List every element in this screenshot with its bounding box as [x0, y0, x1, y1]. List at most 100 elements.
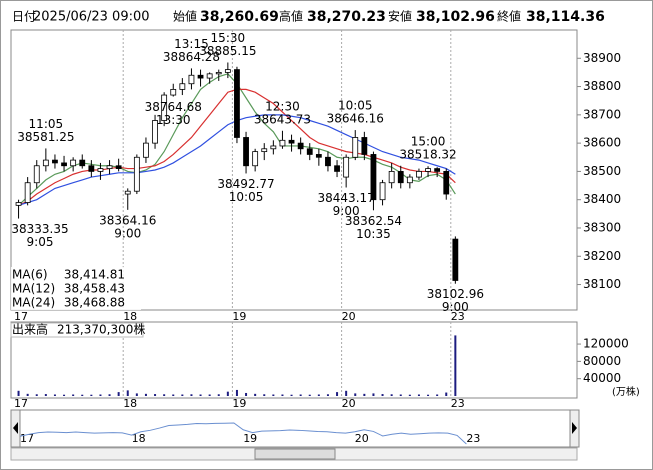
nav-date-label: 20 — [355, 432, 369, 445]
candle-body — [397, 171, 404, 184]
volume-bar — [181, 394, 184, 396]
candle-body — [315, 154, 322, 158]
y-tick-label: 38900 — [583, 51, 621, 65]
candle-body — [33, 165, 40, 184]
annotation-time: 10:05 — [229, 190, 264, 204]
header-value: 38,270.23 — [307, 9, 386, 25]
annotation-time: 10:35 — [356, 227, 391, 241]
volume-bar — [208, 394, 211, 396]
volume-bar — [317, 394, 320, 396]
nav-date-label: 18 — [132, 432, 146, 445]
candle-body — [115, 165, 122, 169]
volume-label: 出来高 — [12, 322, 48, 337]
candle-body — [179, 83, 186, 90]
annotation-value: 38864.28 — [163, 50, 220, 64]
volume-bar — [217, 394, 220, 396]
volume-bar — [126, 390, 129, 396]
candle-body — [279, 139, 286, 147]
volume-bar — [454, 335, 457, 396]
candle-body — [152, 120, 158, 144]
x-tick-label: 23 — [451, 397, 465, 410]
volume-bar — [172, 394, 175, 396]
candle-body — [188, 74, 195, 85]
header-label: 始値 — [173, 9, 197, 24]
volume-label-box — [10, 322, 144, 338]
annotation-value: 38646.16 — [327, 112, 384, 126]
volume-bar — [108, 394, 111, 396]
candle-body — [334, 165, 340, 172]
candle-body — [206, 73, 213, 79]
volume-bar — [199, 394, 202, 396]
volume-bar — [290, 394, 293, 396]
annotation-value: 38764.68 — [145, 100, 202, 114]
candle-body — [434, 168, 441, 172]
candle-body — [24, 182, 31, 203]
candle-body — [343, 156, 350, 178]
scroll-thumb[interactable] — [254, 448, 336, 460]
annotation-value: 38102.96 — [427, 287, 484, 301]
annotation-time: 9:05 — [27, 235, 54, 249]
candle-body — [352, 137, 359, 158]
volume-bar — [72, 394, 75, 396]
candle-body — [243, 137, 249, 167]
annotation-value: 38443.17 — [318, 191, 375, 205]
candle-body — [15, 202, 22, 206]
volume-bar — [390, 394, 393, 396]
x-tick-label: 20 — [342, 310, 356, 323]
candle-body — [133, 156, 140, 192]
volume-bar — [308, 394, 311, 396]
candle-body — [361, 137, 368, 155]
annotation-value: 38364.16 — [99, 213, 156, 227]
nav-line — [19, 422, 467, 445]
nav-left-arrow — [13, 422, 18, 434]
volume-bar — [63, 394, 66, 396]
volume-bar — [90, 394, 93, 396]
volume-bar — [399, 394, 402, 396]
x-tick-label: 23 — [451, 310, 465, 323]
volume-bar — [381, 394, 384, 396]
volume-bar — [226, 391, 229, 396]
candle-body — [306, 148, 313, 155]
x-tick-label: 19 — [232, 310, 246, 323]
candle-body — [234, 69, 240, 138]
header-value: 38,114.36 — [526, 9, 605, 25]
candle-body — [42, 159, 49, 167]
candle-body — [288, 139, 295, 144]
nav-date-label: 19 — [243, 432, 257, 445]
volume-bar — [272, 394, 275, 396]
nav-right-arrow — [572, 422, 577, 434]
candle-body — [370, 154, 377, 201]
x-tick-label: 17 — [14, 310, 28, 323]
volume-tick-label: 120000 — [583, 337, 629, 351]
candle-body — [388, 171, 395, 184]
volume-bar — [336, 392, 339, 396]
y-tick-label: 38700 — [583, 107, 621, 121]
header-label: 終値 — [497, 9, 521, 24]
candle-body — [52, 159, 58, 164]
legend-value: 38,468.88 — [64, 296, 125, 310]
annotation-value: 38492.77 — [217, 177, 274, 191]
x-tick-label: 20 — [342, 397, 356, 410]
volume-bar — [117, 392, 120, 396]
x-tick-label: 17 — [14, 397, 28, 410]
y-tick-label: 38100 — [583, 277, 621, 291]
volume-bar — [99, 394, 102, 396]
candle-body — [170, 88, 177, 96]
legend-name: MA(24) — [12, 296, 55, 310]
volume-bar — [408, 394, 411, 396]
annotation-time: 13:15 — [174, 37, 209, 51]
volume-bar — [135, 393, 138, 396]
candle-body — [416, 171, 422, 178]
annotation-time: 9:00 — [114, 226, 141, 240]
volume-bar — [281, 394, 284, 396]
candle-body — [452, 238, 459, 281]
candle-body — [143, 142, 149, 158]
volume-bar — [372, 393, 375, 396]
candle-body — [88, 165, 95, 172]
volume-unit: (万株) — [612, 385, 640, 398]
volume-bar — [345, 390, 348, 396]
y-tick-label: 38300 — [583, 220, 621, 234]
volume-bar — [445, 392, 448, 396]
